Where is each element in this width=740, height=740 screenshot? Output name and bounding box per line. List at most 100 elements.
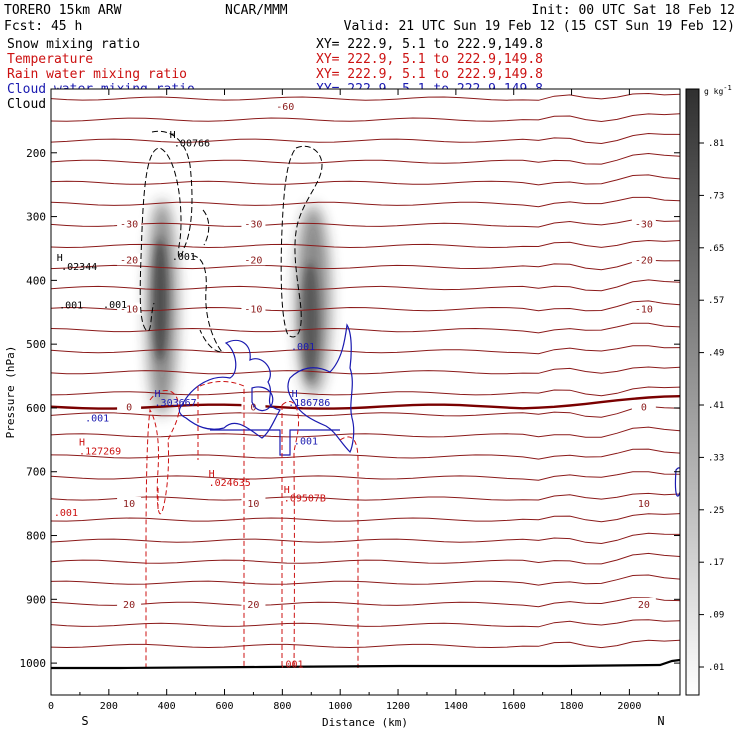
isotherm-line bbox=[51, 259, 680, 271]
isotherm-line bbox=[51, 513, 680, 523]
model-title: TORERO 15km ARW bbox=[4, 3, 122, 18]
plot-frame bbox=[50, 88, 681, 696]
rain-contours bbox=[145, 381, 359, 669]
x-tick-label: 1600 bbox=[502, 701, 526, 712]
isotherm-line bbox=[51, 639, 680, 649]
isotherm-label-bg bbox=[241, 253, 266, 266]
rain-contour-mid bbox=[199, 381, 245, 668]
rain-contour-east bbox=[339, 436, 359, 668]
x-tick-label: 200 bbox=[100, 701, 118, 712]
isotherm-line bbox=[51, 448, 680, 460]
isotherm-label: 20 bbox=[638, 600, 650, 611]
snow-annotation: H bbox=[57, 253, 63, 264]
colorbar-label: .73 bbox=[708, 191, 724, 201]
x-tick-label: 1000 bbox=[328, 701, 352, 712]
colorbar-unit: g kg-1 bbox=[704, 84, 732, 96]
isotherm-line bbox=[51, 552, 680, 565]
y-tick-label: 200 bbox=[26, 147, 46, 160]
field-xy-0: XY= 222.9, 5.1 to 222.9,149.8 bbox=[316, 37, 543, 52]
axis-layer: 0 200 400 600 800 1000 1200 1400 1600 1800 2000200… bbox=[20, 89, 680, 712]
colorbar-label: .65 bbox=[708, 244, 724, 254]
snow-annotation: .001 bbox=[103, 300, 127, 311]
colorbar-label: .57 bbox=[708, 296, 724, 306]
x-tick-label: 800 bbox=[273, 701, 291, 712]
freezing-level-line bbox=[51, 395, 680, 410]
isotherm-label-bg bbox=[117, 597, 142, 610]
colorbar: .01 .09 .17 .25 .33 .41 .49 .57 .65 .73 .81 g kg-1 bbox=[685, 84, 732, 696]
isotherm-label-bg bbox=[241, 217, 266, 230]
snow-contours bbox=[139, 130, 323, 353]
rain-annotation: .024635 bbox=[209, 478, 251, 489]
snow-contour-south bbox=[139, 130, 193, 332]
rain-annotation: H bbox=[79, 438, 85, 449]
isotherm-label: -60 bbox=[276, 102, 294, 113]
rain-annotation: .001 bbox=[279, 660, 303, 671]
cloud-contour-south bbox=[178, 339, 281, 439]
south-label: S bbox=[81, 714, 88, 728]
cloud-contour-inner bbox=[251, 386, 274, 412]
isotherm-line bbox=[51, 300, 680, 312]
isotherm-label-bg bbox=[117, 217, 142, 230]
isotherm-label: 10 bbox=[123, 499, 135, 510]
isotherm-label: -10 bbox=[120, 304, 138, 315]
colorbar-unit-base: g kg bbox=[704, 87, 723, 96]
isotherm-line bbox=[51, 426, 680, 438]
isotherm-label: -30 bbox=[244, 220, 262, 231]
snow-shading bbox=[147, 200, 330, 416]
y-tick-label: 700 bbox=[26, 466, 46, 479]
rain-annotation: .09507B bbox=[284, 494, 326, 505]
isotherm-label: 20 bbox=[247, 600, 259, 611]
isotherm-label-bg bbox=[241, 496, 266, 509]
colorbar-label: .81 bbox=[708, 139, 724, 149]
isotherm-line bbox=[51, 322, 680, 334]
cloud-annotation: .303667 bbox=[155, 398, 197, 409]
cloud-annotation: .001 bbox=[294, 436, 318, 447]
isotherm-label: 20 bbox=[123, 600, 135, 611]
snow-annotation: .00766 bbox=[174, 138, 210, 149]
rain-contour-south bbox=[145, 390, 180, 668]
isotherm-label-bg bbox=[631, 400, 656, 413]
rain-annotation: H bbox=[209, 469, 215, 480]
isotherm-label-bg bbox=[241, 597, 266, 610]
snow-annotation: .001 bbox=[172, 252, 196, 263]
isotherm-label: -20 bbox=[120, 255, 138, 266]
y-tick-label: 900 bbox=[26, 593, 46, 606]
snow-contour-mid bbox=[202, 209, 210, 246]
colorbar-label: .01 bbox=[708, 663, 724, 673]
isotherm-line bbox=[51, 152, 680, 165]
isotherm-line bbox=[51, 92, 680, 101]
cloud-annotation: .001 bbox=[291, 342, 315, 353]
y-tick-label: 600 bbox=[26, 402, 46, 415]
colorbar-label: .09 bbox=[708, 611, 724, 621]
colorbar-bar bbox=[685, 88, 700, 696]
snow-contour-south-low bbox=[191, 255, 224, 353]
y-tick-label: 400 bbox=[26, 274, 46, 287]
isotherm-line bbox=[51, 619, 680, 628]
x-tick-label: 0 bbox=[48, 701, 54, 712]
isotherm-label-bg bbox=[117, 302, 142, 315]
isotherm-label: -10 bbox=[244, 304, 262, 315]
isotherm-line bbox=[51, 174, 680, 186]
terrain-line bbox=[51, 658, 681, 670]
isotherm-label: -30 bbox=[635, 220, 653, 231]
x-tick-label: 1400 bbox=[444, 701, 468, 712]
x-tick-label: 2000 bbox=[617, 701, 641, 712]
isotherm-line bbox=[51, 574, 680, 586]
isotherm-label-bg bbox=[273, 100, 298, 113]
snow-annotation: H bbox=[170, 130, 176, 141]
y-tick-label: 1000 bbox=[20, 657, 47, 670]
isotherm-label-bg bbox=[117, 253, 142, 266]
isotherm-label-bg bbox=[117, 400, 142, 413]
isotherm-line bbox=[51, 113, 680, 123]
cloud-annotation: .001 bbox=[85, 413, 109, 424]
rain-contour-north bbox=[281, 401, 299, 669]
isotherm-label-bg bbox=[631, 253, 656, 266]
isotherm-line bbox=[51, 386, 680, 397]
isotherm-label: -30 bbox=[120, 220, 138, 231]
valid-time: Valid: 21 UTC Sun 19 Feb 12 (15 CST Sun … bbox=[344, 19, 735, 34]
y-tick-label: 800 bbox=[26, 530, 46, 543]
isotherm-label: -20 bbox=[635, 255, 653, 266]
colorbar-unit-exp: -1 bbox=[723, 84, 731, 92]
colorbar-label: .33 bbox=[708, 453, 724, 463]
